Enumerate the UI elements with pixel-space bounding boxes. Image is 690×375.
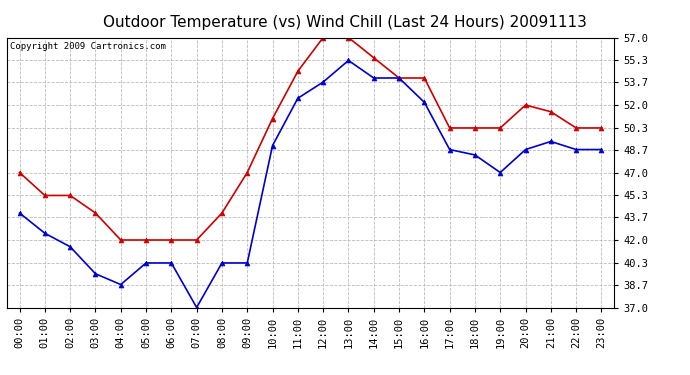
Text: Copyright 2009 Cartronics.com: Copyright 2009 Cartronics.com bbox=[10, 42, 166, 51]
Text: Outdoor Temperature (vs) Wind Chill (Last 24 Hours) 20091113: Outdoor Temperature (vs) Wind Chill (Las… bbox=[103, 15, 587, 30]
